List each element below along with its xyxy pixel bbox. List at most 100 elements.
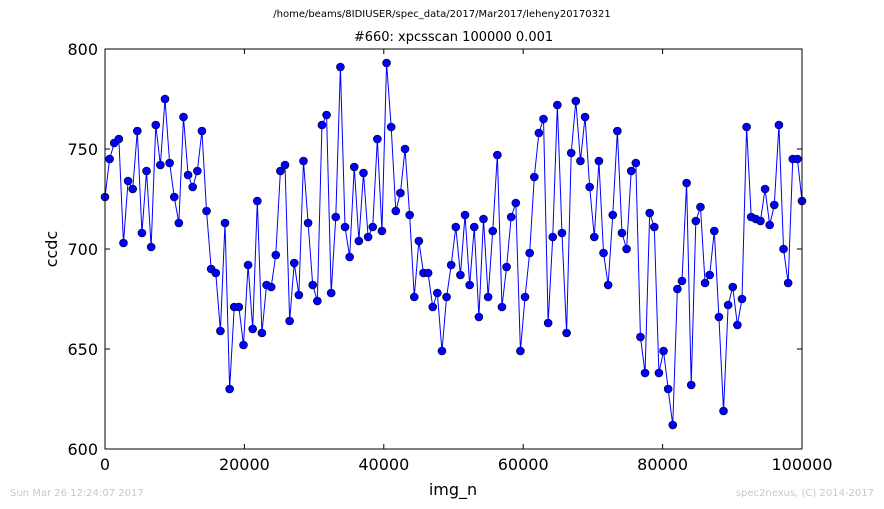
data-point: [409, 292, 419, 302]
data-point: [446, 260, 456, 270]
data-point: [488, 226, 498, 236]
data-point: [769, 200, 779, 210]
data-point: [354, 236, 364, 246]
data-point: [774, 120, 784, 130]
data-point: [622, 244, 631, 254]
data-point: [571, 96, 581, 106]
data-point: [562, 328, 571, 338]
data-point: [216, 326, 225, 336]
data-point: [580, 112, 590, 122]
data-point: [709, 226, 719, 236]
data-point: [566, 148, 576, 158]
x-tick-label: 80000: [637, 455, 688, 474]
data-point: [280, 160, 290, 170]
series-layer: [100, 58, 807, 430]
data-point: [673, 284, 682, 294]
data-point: [640, 368, 650, 378]
data-point: [105, 154, 114, 164]
data-point: [442, 292, 451, 302]
data-point: [742, 122, 751, 132]
figure-suptitle: /home/beams/8IDIUSER/spec_data/2017/Mar2…: [273, 9, 611, 20]
x-tick-label: 40000: [358, 455, 409, 474]
data-point: [174, 218, 184, 228]
data-point: [599, 248, 608, 258]
footer-credit: spec2nexus, (C) 2014-2017: [735, 488, 874, 499]
data-point: [119, 238, 128, 248]
data-point: [511, 198, 521, 208]
data-point: [193, 166, 202, 176]
data-point: [686, 380, 696, 390]
data-point: [793, 154, 802, 164]
x-tick-label: 20000: [219, 455, 270, 474]
data-point: [433, 288, 442, 298]
data-point: [529, 172, 539, 182]
data-point: [497, 302, 507, 312]
data-point: [377, 226, 387, 236]
data-point: [146, 242, 156, 252]
data-point: [359, 168, 368, 178]
data-point: [400, 144, 410, 154]
data-point: [225, 384, 234, 394]
y-axis-label: ccdc: [42, 231, 61, 268]
data-point: [483, 292, 493, 302]
data-point: [391, 206, 401, 216]
data-point: [465, 280, 474, 290]
data-point: [243, 260, 253, 270]
data-point: [668, 420, 678, 430]
data-point: [520, 292, 530, 302]
data-point: [322, 110, 331, 120]
data-point: [382, 58, 391, 68]
data-point: [142, 166, 151, 176]
data-point: [349, 162, 359, 172]
chart-title: #660: xpcsscan 100000 0.001: [353, 30, 554, 45]
data-point: [257, 328, 267, 338]
data-point: [553, 100, 562, 110]
data-point: [548, 232, 558, 242]
data-point: [386, 122, 396, 132]
data-point: [594, 156, 604, 166]
data-point: [765, 220, 774, 230]
y-tick-label: 750: [67, 140, 98, 159]
data-point: [456, 270, 465, 280]
data-point: [336, 62, 345, 72]
data-point: [460, 210, 470, 220]
data-point: [437, 346, 447, 356]
series-line: [104, 62, 803, 426]
data-point: [114, 134, 124, 144]
data-point: [493, 150, 502, 160]
data-point: [502, 262, 511, 272]
data-point: [202, 206, 211, 216]
data-point: [133, 126, 142, 136]
data-point: [428, 302, 438, 312]
data-point: [188, 182, 197, 192]
data-point: [160, 94, 170, 104]
data-point: [585, 182, 594, 192]
data-point: [756, 216, 765, 226]
data-point: [179, 112, 188, 122]
data-point: [654, 368, 664, 378]
data-point: [248, 324, 258, 334]
data-point: [156, 160, 165, 170]
data-point: [423, 268, 433, 278]
data-point: [728, 282, 738, 292]
data-point: [165, 158, 174, 168]
y-tick-label: 700: [67, 240, 98, 259]
data-point: [516, 346, 525, 356]
data-point: [779, 244, 788, 254]
data-point: [326, 288, 336, 298]
data-point: [234, 302, 244, 312]
data-point: [682, 178, 691, 188]
data-point: [525, 248, 534, 258]
data-point: [723, 300, 733, 310]
data-point: [137, 228, 147, 238]
data-point: [266, 282, 276, 292]
data-point: [373, 134, 382, 144]
data-point: [345, 252, 354, 262]
data-point: [737, 294, 747, 304]
data-point: [719, 406, 728, 416]
data-point: [271, 250, 281, 260]
data-point: [576, 156, 585, 166]
data-point: [700, 278, 710, 288]
data-point: [659, 346, 668, 356]
